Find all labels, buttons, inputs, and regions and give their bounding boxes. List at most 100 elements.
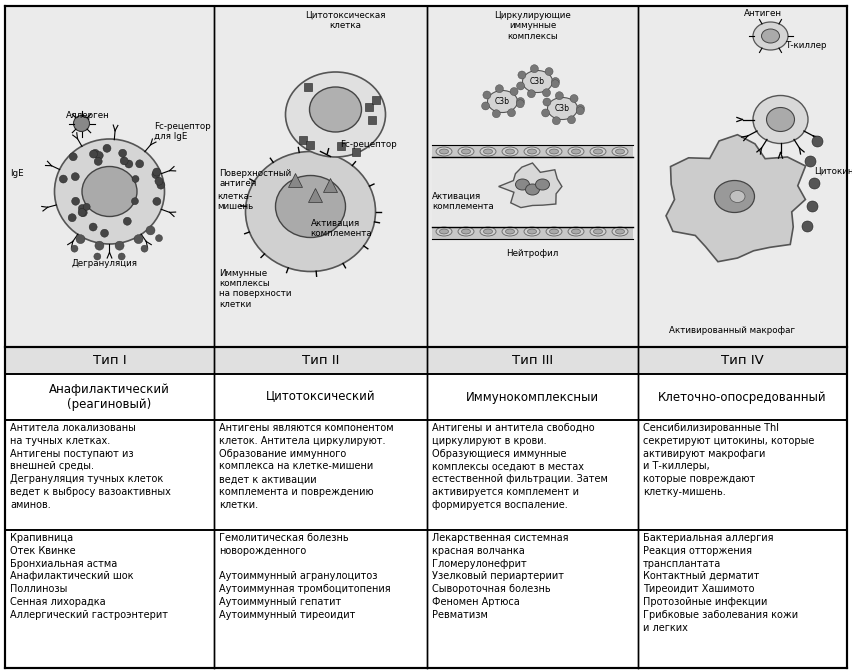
Circle shape xyxy=(545,68,553,75)
Polygon shape xyxy=(5,420,214,530)
Bar xyxy=(367,116,376,124)
Ellipse shape xyxy=(527,149,537,154)
Circle shape xyxy=(552,117,561,125)
Ellipse shape xyxy=(612,147,628,156)
Polygon shape xyxy=(498,163,562,208)
Text: Гемолитическая болезнь
новорожденного

Аутоиммунный агранулоцитоз
Аутоиммунная т: Гемолитическая болезнь новорожденного Ау… xyxy=(219,533,390,620)
Bar xyxy=(371,96,379,103)
Circle shape xyxy=(91,149,100,157)
Ellipse shape xyxy=(515,179,529,190)
Circle shape xyxy=(807,201,818,212)
Ellipse shape xyxy=(275,175,346,237)
Circle shape xyxy=(510,87,518,95)
Bar xyxy=(337,142,345,150)
Ellipse shape xyxy=(483,229,492,234)
Circle shape xyxy=(72,198,79,205)
Text: Циркулирующие
иммунные
комплексы: Циркулирующие иммунные комплексы xyxy=(494,11,571,41)
Circle shape xyxy=(567,116,575,124)
Ellipse shape xyxy=(762,29,780,43)
Polygon shape xyxy=(5,6,214,347)
Circle shape xyxy=(103,144,111,153)
Ellipse shape xyxy=(522,71,552,93)
Ellipse shape xyxy=(753,95,808,144)
Ellipse shape xyxy=(440,229,448,234)
Circle shape xyxy=(79,209,87,216)
Circle shape xyxy=(551,77,560,85)
Ellipse shape xyxy=(285,72,385,157)
Bar xyxy=(306,140,314,149)
Polygon shape xyxy=(214,347,427,374)
Text: Тип III: Тип III xyxy=(512,354,553,367)
Circle shape xyxy=(78,208,86,216)
Text: Активированный макрофаг: Активированный макрофаг xyxy=(670,326,796,335)
Text: C3b: C3b xyxy=(530,77,545,86)
Text: Крапивница
Отек Квинке
Бронхиальная астма
Анафилактический шок
Поллинозы
Сенная : Крапивница Отек Квинке Бронхиальная астм… xyxy=(10,533,168,620)
Ellipse shape xyxy=(436,147,452,156)
Polygon shape xyxy=(5,530,214,668)
Circle shape xyxy=(516,99,524,108)
Circle shape xyxy=(132,175,139,183)
Polygon shape xyxy=(214,6,427,347)
Polygon shape xyxy=(638,420,847,530)
Circle shape xyxy=(125,160,133,168)
Text: Тип II: Тип II xyxy=(302,354,339,367)
Ellipse shape xyxy=(524,147,540,156)
Text: Антигены и антитела свободно
циркулируют в крови.
Образующиеся иммунные
комплекс: Антигены и антитела свободно циркулируют… xyxy=(432,423,607,510)
Circle shape xyxy=(89,223,97,231)
Circle shape xyxy=(95,241,104,250)
Polygon shape xyxy=(427,347,638,374)
Polygon shape xyxy=(432,226,633,239)
Circle shape xyxy=(812,136,823,147)
Circle shape xyxy=(157,181,165,189)
Text: Т-киллер: Т-киллер xyxy=(786,42,827,50)
Circle shape xyxy=(124,217,131,225)
Ellipse shape xyxy=(594,149,602,154)
Text: Fc-рецептор: Fc-рецептор xyxy=(341,140,397,149)
Ellipse shape xyxy=(550,229,559,234)
Text: Лекарственная системная
красная волчанка
Гломерулонефрит
Узелковый периартериит
: Лекарственная системная красная волчанка… xyxy=(432,533,568,620)
Circle shape xyxy=(146,226,155,235)
Text: Анафилактический
(реагиновый): Анафилактический (реагиновый) xyxy=(49,383,170,411)
Circle shape xyxy=(101,229,108,237)
Circle shape xyxy=(83,204,90,210)
Circle shape xyxy=(69,153,78,161)
Ellipse shape xyxy=(436,227,452,236)
Text: Бактериальная аллергия
Реакция отторжения
трансплантата
Контактный дерматит
Тире: Бактериальная аллергия Реакция отторжени… xyxy=(643,533,798,632)
Ellipse shape xyxy=(458,147,474,156)
Text: Иммунные
комплексы
на поверхности
клетки: Иммунные комплексы на поверхности клетки xyxy=(219,269,291,308)
Circle shape xyxy=(94,253,101,260)
Polygon shape xyxy=(432,157,633,226)
Text: Поверхностный
антиген: Поверхностный антиген xyxy=(219,169,291,188)
Ellipse shape xyxy=(615,229,625,234)
Text: IgE: IgE xyxy=(10,169,24,178)
Polygon shape xyxy=(214,420,427,530)
Ellipse shape xyxy=(483,149,492,154)
Ellipse shape xyxy=(590,147,606,156)
Ellipse shape xyxy=(527,229,537,234)
Text: Нейтрофил: Нейтрофил xyxy=(506,249,559,257)
Circle shape xyxy=(551,80,559,88)
Polygon shape xyxy=(214,530,427,668)
Text: Цитокины: Цитокины xyxy=(815,167,852,176)
Text: Антиген: Антиген xyxy=(744,9,781,18)
Polygon shape xyxy=(5,374,214,420)
Ellipse shape xyxy=(440,149,448,154)
Circle shape xyxy=(155,177,163,185)
Circle shape xyxy=(78,204,86,212)
Ellipse shape xyxy=(568,227,584,236)
Text: Иммунокомплексныи: Иммунокомплексныи xyxy=(466,390,599,403)
Text: Антигены являются компонентом
клеток. Антитела циркулируют.
Образование иммунног: Антигены являются компонентом клеток. Ан… xyxy=(219,423,394,510)
Circle shape xyxy=(543,98,551,106)
Circle shape xyxy=(152,171,160,179)
Polygon shape xyxy=(432,144,633,157)
Circle shape xyxy=(543,89,550,97)
Circle shape xyxy=(527,90,535,97)
Text: Антитела локализованы
на тучных клетках.
Антигены поступают из
внешней среды.
Де: Антитела локализованы на тучных клетках.… xyxy=(10,423,171,510)
Circle shape xyxy=(483,91,491,99)
Ellipse shape xyxy=(612,227,628,236)
Ellipse shape xyxy=(572,149,580,154)
Ellipse shape xyxy=(505,229,515,234)
Circle shape xyxy=(118,149,127,157)
Text: Тип I: Тип I xyxy=(93,354,126,367)
Circle shape xyxy=(89,150,97,158)
